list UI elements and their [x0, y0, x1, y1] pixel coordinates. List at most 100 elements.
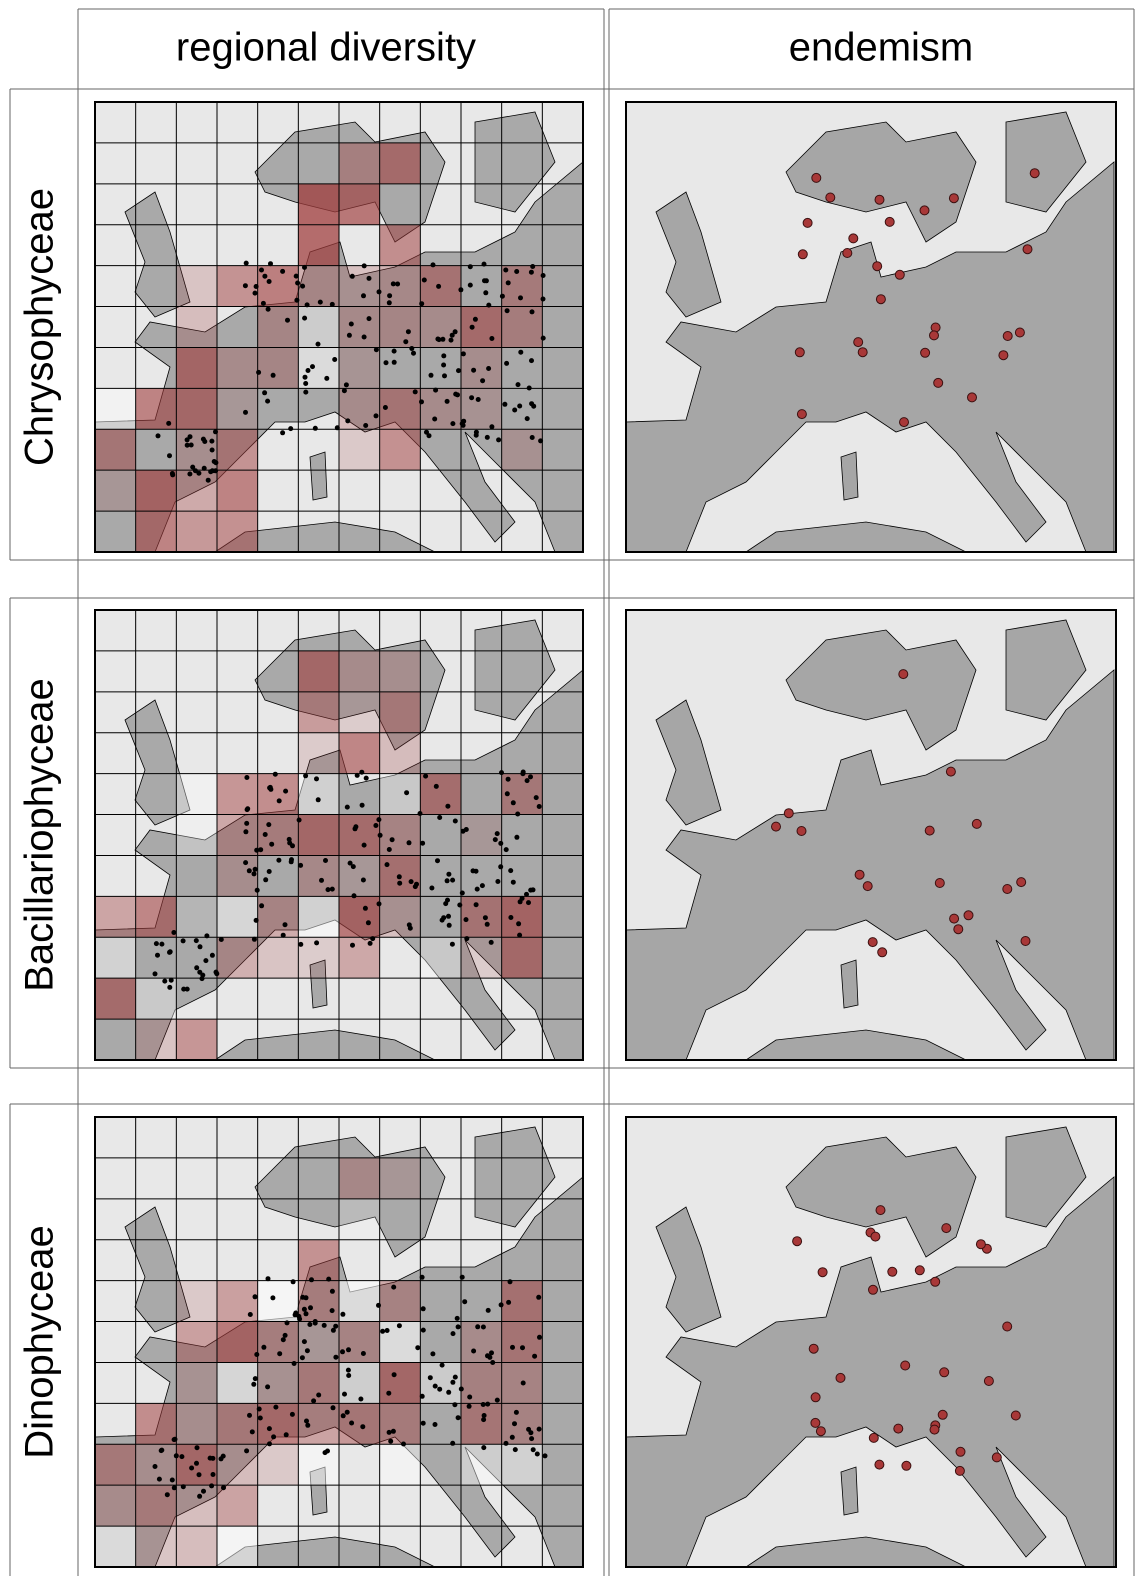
site-dot	[461, 419, 466, 424]
grid-cell	[461, 1444, 502, 1485]
site-dot	[517, 404, 522, 409]
site-dot	[268, 785, 273, 790]
site-dot	[326, 1277, 331, 1282]
site-dot	[202, 439, 207, 444]
site-dot	[407, 922, 412, 927]
site-dot	[409, 879, 414, 884]
endemic-site	[895, 270, 904, 279]
site-dot	[431, 262, 436, 267]
site-dot	[281, 933, 286, 938]
site-dot	[481, 1445, 486, 1450]
grid-cell	[339, 896, 380, 937]
grid-cell	[298, 1444, 339, 1485]
site-dot	[171, 930, 176, 935]
site-dot	[261, 301, 266, 306]
endemic-site	[940, 1368, 949, 1377]
site-dot	[254, 918, 259, 923]
grid-cell	[339, 266, 380, 307]
site-dot	[257, 1407, 262, 1412]
site-dot	[303, 390, 308, 395]
site-dot	[359, 770, 364, 775]
site-dot	[332, 357, 337, 362]
endemic-site	[900, 418, 909, 427]
grid-cell	[136, 470, 177, 511]
site-dot	[376, 1303, 381, 1308]
grid-cell	[136, 1526, 177, 1567]
endemic-site	[803, 218, 812, 227]
grid-cell	[339, 815, 380, 856]
site-dot	[429, 886, 434, 891]
site-dot	[243, 410, 248, 415]
site-dot	[213, 429, 218, 434]
endemic-site	[868, 938, 877, 947]
site-dot	[508, 915, 513, 920]
grid-cell	[502, 266, 543, 307]
site-dot	[403, 339, 408, 344]
site-dot	[453, 392, 458, 397]
site-dot	[418, 811, 423, 816]
site-dot	[543, 1453, 548, 1458]
grid-cell	[380, 896, 421, 937]
site-dot	[201, 1489, 206, 1494]
site-dot	[267, 1441, 272, 1446]
site-dot	[395, 282, 400, 287]
grid-cell	[176, 266, 217, 307]
site-dot	[267, 1426, 272, 1431]
site-dot	[404, 790, 409, 795]
grid-cell	[217, 266, 258, 307]
site-dot	[496, 437, 501, 442]
site-dot	[340, 1349, 345, 1354]
grid-cell	[380, 1158, 421, 1199]
site-dot	[445, 399, 450, 404]
grid-cell	[176, 347, 217, 388]
site-dot	[414, 882, 419, 887]
grid-cell	[380, 266, 421, 307]
grid-cell	[176, 1403, 217, 1444]
site-dot	[392, 1372, 397, 1377]
grid-cell	[176, 896, 217, 937]
grid-cell	[380, 774, 421, 815]
endemic-site	[1030, 169, 1039, 178]
grid-cell	[339, 143, 380, 184]
site-dot	[433, 1384, 438, 1389]
grid-cell	[136, 896, 177, 937]
site-dot	[531, 887, 536, 892]
site-dot	[283, 1333, 288, 1338]
grid-cell	[136, 1403, 177, 1444]
site-dot	[254, 284, 259, 289]
site-dot	[387, 293, 392, 298]
site-dot	[298, 863, 303, 868]
site-dot	[342, 388, 347, 393]
site-dot	[303, 375, 308, 380]
endemic-site	[968, 393, 977, 402]
site-dot	[259, 268, 264, 273]
endemic-site	[1003, 885, 1012, 894]
site-dot	[411, 351, 416, 356]
endemic-site	[878, 948, 887, 957]
site-dot	[490, 1360, 495, 1365]
site-dot	[541, 273, 546, 278]
site-dot	[211, 1472, 216, 1477]
site-dot	[314, 940, 319, 945]
site-dot	[247, 1413, 252, 1418]
grid-cell	[339, 855, 380, 896]
grid-cell	[258, 1281, 299, 1322]
grid-cell	[95, 978, 136, 1019]
site-dot	[489, 940, 494, 945]
site-dot	[170, 472, 175, 477]
site-dot	[529, 401, 534, 406]
site-dot	[194, 938, 199, 943]
grid-cell	[258, 266, 299, 307]
site-dot	[526, 900, 531, 905]
grid-cell	[95, 937, 136, 978]
site-dot	[346, 1347, 351, 1352]
site-dot	[529, 270, 534, 275]
grid-cell	[339, 184, 380, 225]
site-dot	[284, 1432, 289, 1437]
site-dot	[474, 433, 479, 438]
endemic-site	[930, 1425, 939, 1434]
site-dot	[537, 1427, 542, 1432]
site-dot	[456, 1415, 461, 1420]
site-dot	[419, 301, 424, 306]
grid-cell	[339, 307, 380, 348]
